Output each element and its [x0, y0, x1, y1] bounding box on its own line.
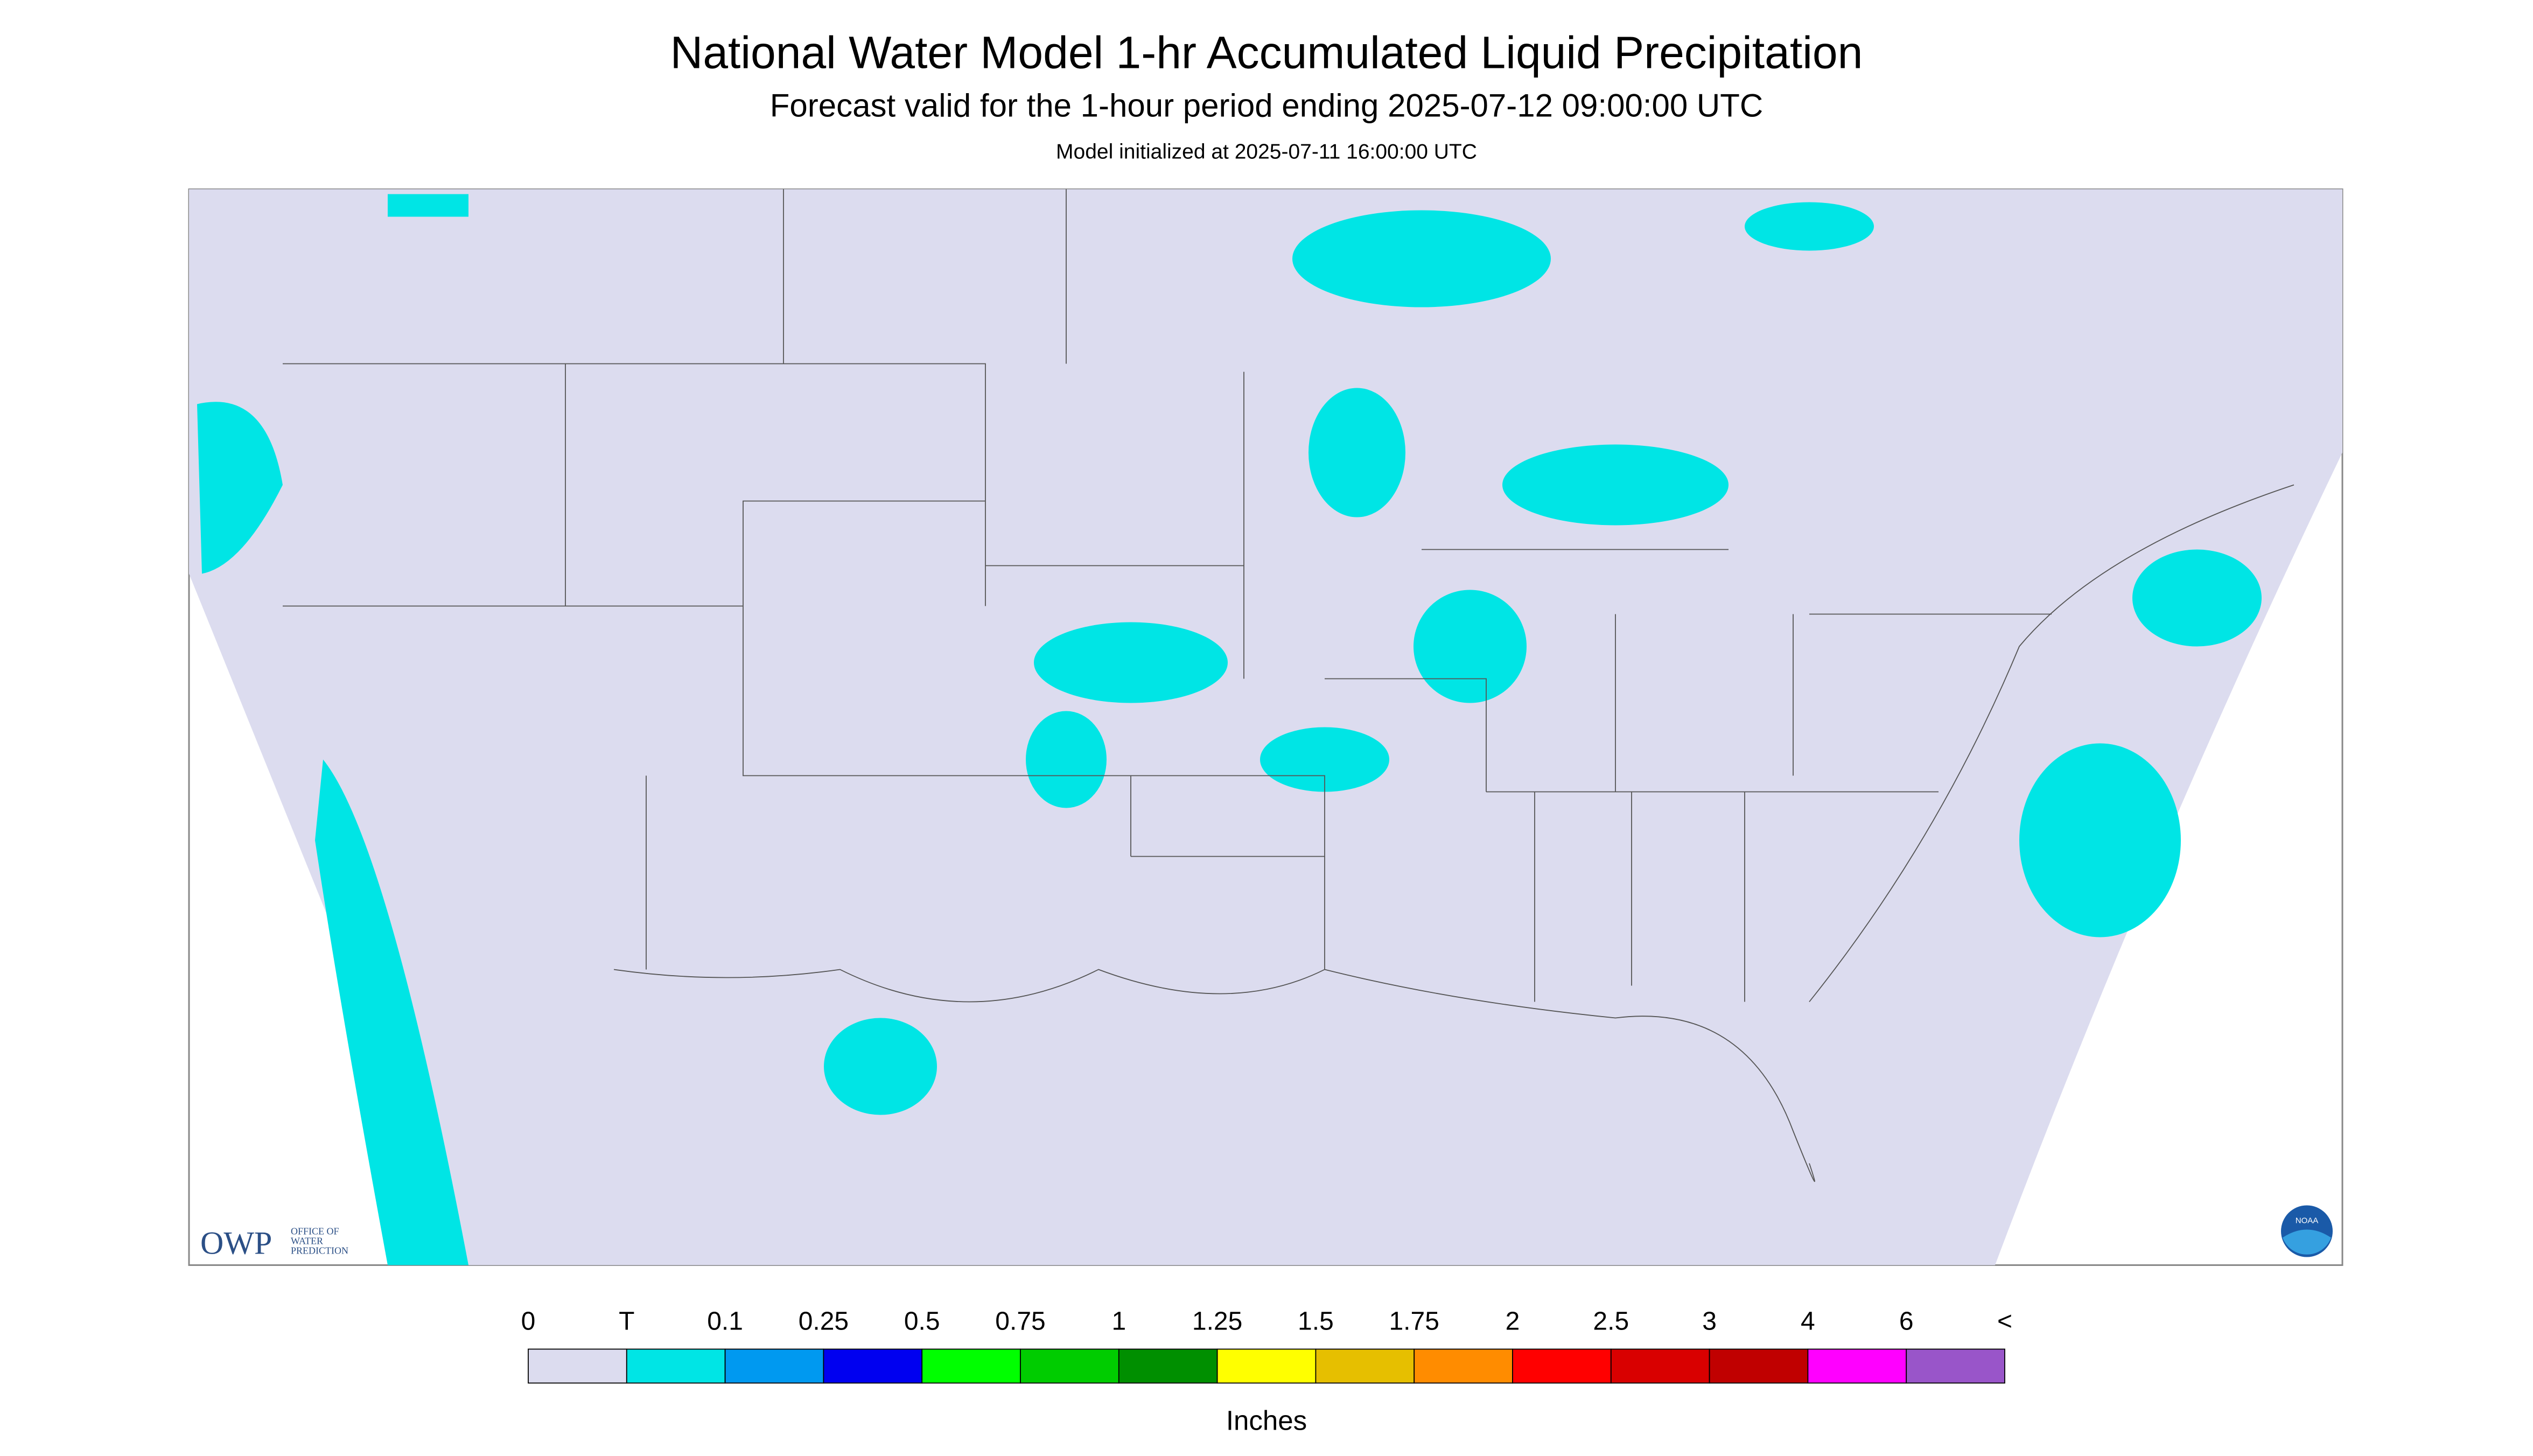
- colorbar-label: 0.75: [995, 1307, 1045, 1336]
- colorbar-swatch: [921, 1348, 1021, 1384]
- owp-mark: OWP: [200, 1226, 272, 1261]
- colorbar-label: 2.5: [1593, 1307, 1629, 1336]
- owp-text: WATER: [291, 1236, 323, 1247]
- colorbar-swatch: [1216, 1348, 1317, 1384]
- owp-text: PREDICTION: [291, 1245, 348, 1256]
- projection-domain: [189, 189, 2342, 1265]
- state-borders: [283, 189, 2294, 1182]
- colorbar-label: 0.25: [799, 1307, 849, 1336]
- colorbar-swatch: [823, 1348, 923, 1384]
- owp-text: OFFICE OF: [291, 1226, 339, 1237]
- precip-area: [2019, 743, 2181, 937]
- colorbar-label: 4: [1801, 1307, 1815, 1336]
- precip-areas: [197, 194, 2262, 1265]
- colorbar-swatch: [1118, 1348, 1218, 1384]
- precip-area: [824, 1018, 937, 1115]
- colorbar-label: 2: [1506, 1307, 1520, 1336]
- precip-area: [197, 402, 283, 574]
- colorbar-swatch: [1414, 1348, 1513, 1384]
- precip-area: [388, 194, 468, 217]
- colorbar-swatch: [528, 1348, 627, 1384]
- precip-area: [1026, 711, 1107, 808]
- colorbar-label: T: [619, 1307, 634, 1336]
- init-time: Model initialized at 2025-07-11 16:00:00…: [1056, 141, 1477, 164]
- noaa-wave: [2283, 1229, 2331, 1255]
- colorbar-label: <: [1997, 1307, 2012, 1336]
- colorbar: 0 T 0.1 0.25 0.5 0.75 1 1.25 1.5 1.75 2 2.5 3 4 6 <: [521, 1307, 2012, 1384]
- precip-area: [1309, 388, 1405, 517]
- units-label: Inches: [1226, 1405, 1307, 1436]
- colorbar-label: 1: [1111, 1307, 1126, 1336]
- precip-area: [2132, 549, 2262, 647]
- colorbar-swatch: [1315, 1348, 1415, 1384]
- colorbar-label: 0: [521, 1307, 536, 1336]
- colorbar-swatch: [626, 1348, 726, 1384]
- precip-area: [1034, 622, 1228, 703]
- colorbar-label: 3: [1702, 1307, 1717, 1336]
- precip-area: [1414, 590, 1527, 703]
- precip-area: [1292, 210, 1551, 307]
- colorbar-swatch: [1020, 1348, 1119, 1384]
- colorbar-swatch: [1610, 1348, 1710, 1384]
- precip-area: [315, 759, 468, 1265]
- map: [188, 188, 2343, 1266]
- colorbar-label: 6: [1899, 1307, 1914, 1336]
- colorbar-label: 0.5: [904, 1307, 940, 1336]
- noaa-logo: NOAA: [2281, 1205, 2333, 1257]
- colorbar-label: 1.25: [1192, 1307, 1242, 1336]
- colorbar-swatch: [1512, 1348, 1612, 1384]
- colorbar-swatch: [1709, 1348, 1809, 1384]
- colorbar-label: 0.1: [707, 1307, 743, 1336]
- subtitle: Forecast valid for the 1-hour period end…: [770, 88, 1763, 124]
- owp-logo: OWP OFFICE OF WATER PREDICTION: [200, 1226, 348, 1261]
- precip-area: [1502, 444, 1729, 526]
- colorbar-swatch: [1807, 1348, 1907, 1384]
- colorbar-label: 1.5: [1298, 1307, 1334, 1336]
- title: National Water Model 1-hr Accumulated Li…: [670, 27, 1863, 78]
- colorbar-swatch: [724, 1348, 824, 1384]
- colorbar-label: 1.75: [1389, 1307, 1439, 1336]
- precip-area: [1745, 202, 1874, 251]
- colorbar-swatch: [1906, 1348, 2005, 1384]
- noaa-text: NOAA: [2296, 1216, 2319, 1226]
